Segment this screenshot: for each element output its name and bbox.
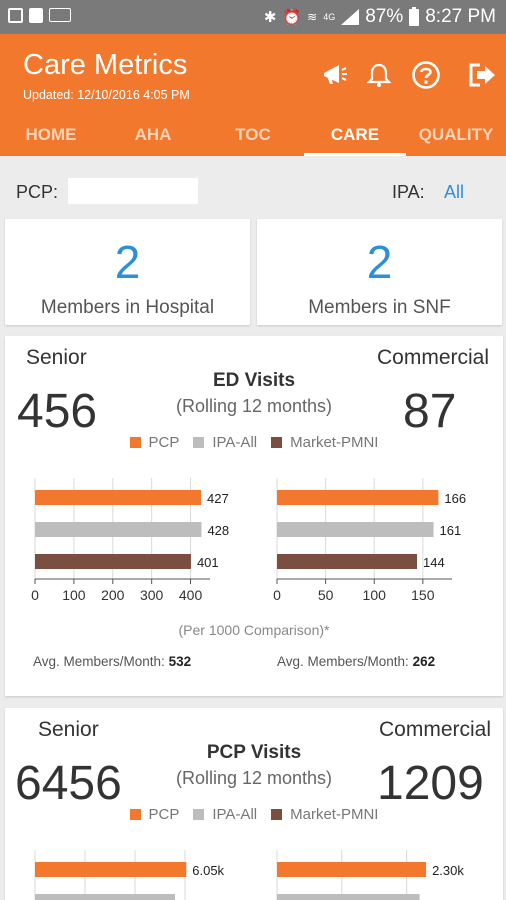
x-tick-label: 400: [179, 587, 203, 603]
tab-care[interactable]: CARE: [304, 122, 406, 156]
tab-quality[interactable]: QUALITY: [418, 125, 494, 144]
ipa-selector[interactable]: All: [444, 182, 465, 202]
legend-item: PCP: [129, 806, 179, 823]
gallery-notification-icon: [8, 8, 23, 23]
ed-visits-card: Senior Commercial 456 87 ED Visits (Roll…: [5, 336, 503, 696]
metric-title: ED Visits: [212, 370, 296, 391]
signal-icon: [341, 9, 360, 25]
app-notification-icon: [29, 8, 43, 23]
commercial-pcp-visits-value: 1209: [377, 757, 484, 810]
help-icon: [412, 61, 440, 89]
main-tabs: HOME AHA TOC CARE QUALITY: [0, 122, 506, 156]
metric-subtitle: (Rolling 12 months): [175, 768, 333, 788]
x-tick-label: 0: [31, 587, 39, 603]
network-type: 4G: [323, 12, 336, 22]
alarm-icon: ⏰: [282, 9, 302, 26]
commercial-ed-chart: 0 50 100 150 166 161 144: [273, 478, 466, 603]
members-in-snf-count: 2: [366, 236, 393, 288]
bar-ipa-all: [277, 894, 420, 900]
battery-icon: [409, 6, 420, 26]
metric-title: PCP Visits: [206, 742, 302, 763]
logout-button[interactable]: [466, 58, 500, 92]
x-tick-label: 50: [318, 587, 334, 603]
commercial-ed-visits-value: 87: [403, 385, 457, 438]
bar-pcp: [35, 490, 202, 505]
tab-home[interactable]: HOME: [25, 125, 77, 144]
senior-pcp-chart: 6.05k: [34, 850, 225, 900]
bar-value-label: 6.05k: [192, 863, 224, 878]
pcp-label: PCP:: [16, 182, 59, 202]
commercial-avg-members: Avg. Members/Month: 262: [277, 654, 436, 669]
status-bar: ✱ ⏰ ≋ 4G 87% 8:27 PM: [0, 0, 506, 34]
members-in-hospital-label: Members in Hospital: [40, 297, 215, 318]
bar-value-label: 144: [423, 555, 445, 570]
commercial-pcp-chart: 2.30k: [276, 850, 464, 900]
members-in-snf-card[interactable]: 2 Members in SNF: [257, 219, 502, 325]
app-title: Care Metrics: [23, 49, 188, 81]
pcp-input[interactable]: [68, 178, 198, 204]
senior-pcp-visits-value: 6456: [15, 757, 122, 810]
x-tick-label: 100: [363, 587, 387, 603]
bar-value-label: 401: [197, 555, 219, 570]
legend-item: Market-PMNI: [271, 434, 378, 451]
senior-label: Senior: [38, 718, 99, 741]
x-tick-label: 100: [62, 587, 86, 603]
filter-bar: PCP: IPA: All: [0, 156, 506, 218]
bell-icon: [367, 63, 391, 87]
legend-item: IPA-All: [193, 806, 257, 823]
legend-item: Market-PMNI: [271, 806, 378, 823]
chart-legend: PCP IPA-All Market-PMNI: [5, 434, 503, 451]
ipa-label: IPA:: [392, 182, 425, 202]
commercial-label: Commercial: [376, 346, 489, 369]
legend-item: PCP: [129, 434, 179, 451]
megaphone-icon: [324, 65, 347, 84]
x-tick-label: 150: [411, 587, 435, 603]
bar-pcp: [277, 490, 439, 505]
bar-ipa-all: [35, 522, 202, 537]
bar-pcp: [35, 862, 187, 877]
members-in-hospital-card[interactable]: 2 Members in Hospital: [5, 219, 250, 325]
logout-icon: [469, 63, 495, 87]
app-header: Care Metrics Updated: 12/10/2016 4:05 PM…: [0, 34, 506, 156]
bar-market-pmni: [277, 554, 417, 569]
pcp-visits-card: Senior Commercial 6456 1209 PCP Visits (…: [5, 708, 503, 900]
senior-label: Senior: [26, 346, 87, 369]
commercial-label: Commercial: [378, 718, 491, 741]
x-tick-label: 300: [140, 587, 164, 603]
updated-timestamp: Updated: 12/10/2016 4:05 PM: [23, 88, 190, 102]
bar-value-label: 427: [207, 491, 229, 506]
senior-ed-chart: 0 100 200 300 400 427 428 401: [31, 478, 229, 603]
x-tick-label: 0: [273, 587, 281, 603]
tab-toc[interactable]: TOC: [235, 125, 271, 144]
bar-ipa-all: [35, 894, 175, 900]
legend-item: IPA-All: [193, 434, 257, 451]
news-notification-icon: [49, 8, 71, 22]
help-button[interactable]: [409, 58, 443, 92]
metric-subtitle: (Rolling 12 months): [175, 396, 333, 416]
bar-value-label: 161: [440, 523, 462, 538]
announcement-button[interactable]: [318, 58, 352, 92]
tab-aha[interactable]: AHA: [134, 125, 172, 144]
x-tick-label: 200: [101, 587, 125, 603]
members-in-snf-label: Members in SNF: [308, 297, 451, 318]
bar-pcp: [277, 862, 427, 877]
senior-avg-members: Avg. Members/Month: 532: [33, 654, 192, 669]
battery-percent: 87%: [365, 6, 404, 27]
bar-market-pmni: [35, 554, 191, 569]
bar-value-label: 2.30k: [432, 863, 464, 878]
wifi-icon: ≋: [307, 10, 318, 24]
notifications-button[interactable]: [362, 58, 396, 92]
chart-legend: PCP IPA-All Market-PMNI: [5, 806, 503, 823]
senior-ed-visits-value: 456: [17, 385, 98, 438]
bar-value-label: 166: [444, 491, 466, 506]
comparison-note: (Per 1000 Comparison)*: [178, 622, 330, 638]
bar-ipa-all: [277, 522, 434, 537]
bar-value-label: 428: [207, 523, 229, 538]
clock: 8:27 PM: [425, 6, 496, 27]
bluetooth-icon: ✱: [263, 9, 277, 26]
members-in-hospital-count: 2: [114, 236, 141, 288]
